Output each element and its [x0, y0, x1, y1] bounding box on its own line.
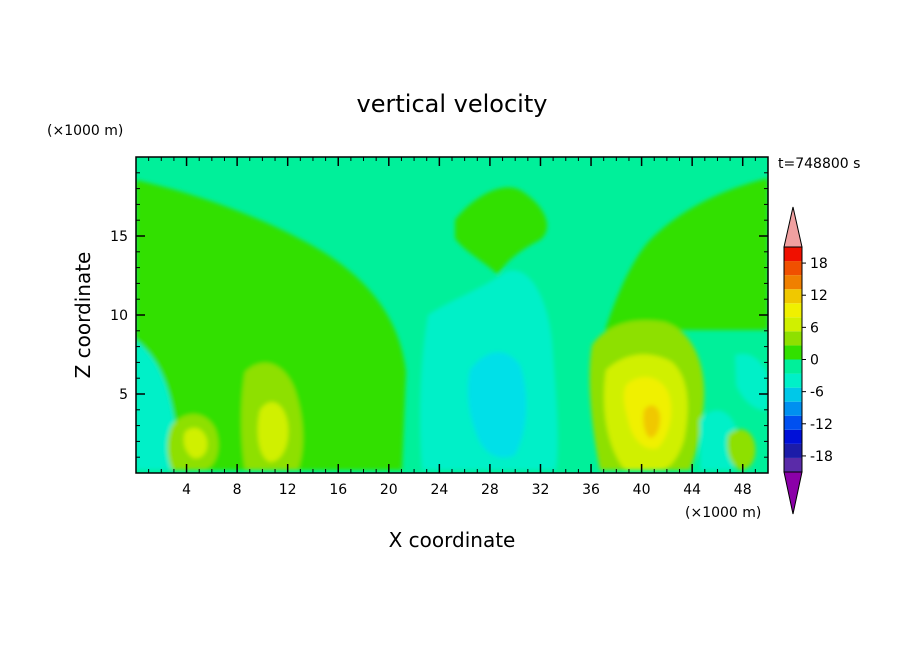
colorbar-tick-label: -12 [810, 417, 833, 433]
colorbar-band [784, 331, 802, 346]
colorbar-band [784, 317, 802, 332]
y-tick-label: 5 [119, 387, 128, 403]
x-tick-label: 44 [683, 482, 701, 498]
left-plume-core [257, 402, 289, 462]
x-tick-label: 8 [233, 482, 242, 498]
x-tick-label: 36 [582, 482, 600, 498]
right-edge-cyan [735, 353, 768, 411]
field-shapes [136, 178, 768, 470]
upper-right-region [605, 178, 768, 330]
x-tick-label: 12 [279, 482, 297, 498]
x-tick-label: 24 [430, 482, 448, 498]
x-axis-label: X coordinate [389, 528, 516, 552]
colorbar-band [784, 443, 802, 458]
y-tick-label: 10 [110, 308, 128, 324]
colorbar-tick-label: 12 [810, 288, 828, 304]
colorbar-band [784, 261, 802, 276]
x-tick-label: 40 [633, 482, 651, 498]
upper-left-region [136, 180, 406, 470]
time-label: t=748800 s [778, 156, 860, 172]
colorbar-band [784, 275, 802, 290]
y-unit-label: (×1000 m) [47, 123, 123, 139]
x-tick-label: 16 [329, 482, 347, 498]
left-cell-core [183, 427, 208, 459]
colorbar-band [784, 303, 802, 318]
center-downdraft-core [467, 352, 527, 458]
right-plume-peak [643, 405, 661, 438]
right-low-cell [727, 429, 756, 470]
colorbar-band [784, 359, 802, 374]
colorbar-tick-label: -18 [810, 449, 833, 465]
colorbar-tick-label: 18 [810, 256, 828, 272]
colorbar-band [784, 387, 802, 402]
velocity-field [136, 157, 768, 473]
x-tick-label: 20 [380, 482, 398, 498]
colorbar-band [784, 289, 802, 304]
x-tick-label: 48 [734, 482, 752, 498]
colorbar-band [784, 345, 802, 360]
colorbar-top-extension [783, 206, 803, 248]
colorbar-band [784, 247, 802, 262]
y-tick-label: 15 [110, 229, 128, 245]
colorbar-tick-label: 6 [810, 320, 819, 336]
x-tick-label: 32 [532, 482, 550, 498]
y-axis-label: Z coordinate [71, 252, 95, 379]
colorbar-tick-label: -6 [810, 385, 824, 401]
chart-title: vertical velocity [357, 90, 548, 118]
colorbar-band [784, 401, 802, 416]
colorbar: 18 12 6 0 -6 -12 -18 [783, 206, 833, 515]
upper-center-cell [455, 187, 548, 275]
colorbar-tick-label: 0 [810, 353, 819, 369]
colorbar-band [784, 457, 802, 472]
right-low-cyan [700, 410, 738, 470]
x-unit-label: (×1000 m) [685, 505, 761, 521]
colorbar-bottom-extension [783, 471, 803, 515]
colorbar-band [784, 429, 802, 444]
colorbar-band [784, 415, 802, 430]
x-tick-label: 4 [182, 482, 191, 498]
colorbar-band [784, 373, 802, 388]
x-tick-label: 28 [481, 482, 499, 498]
